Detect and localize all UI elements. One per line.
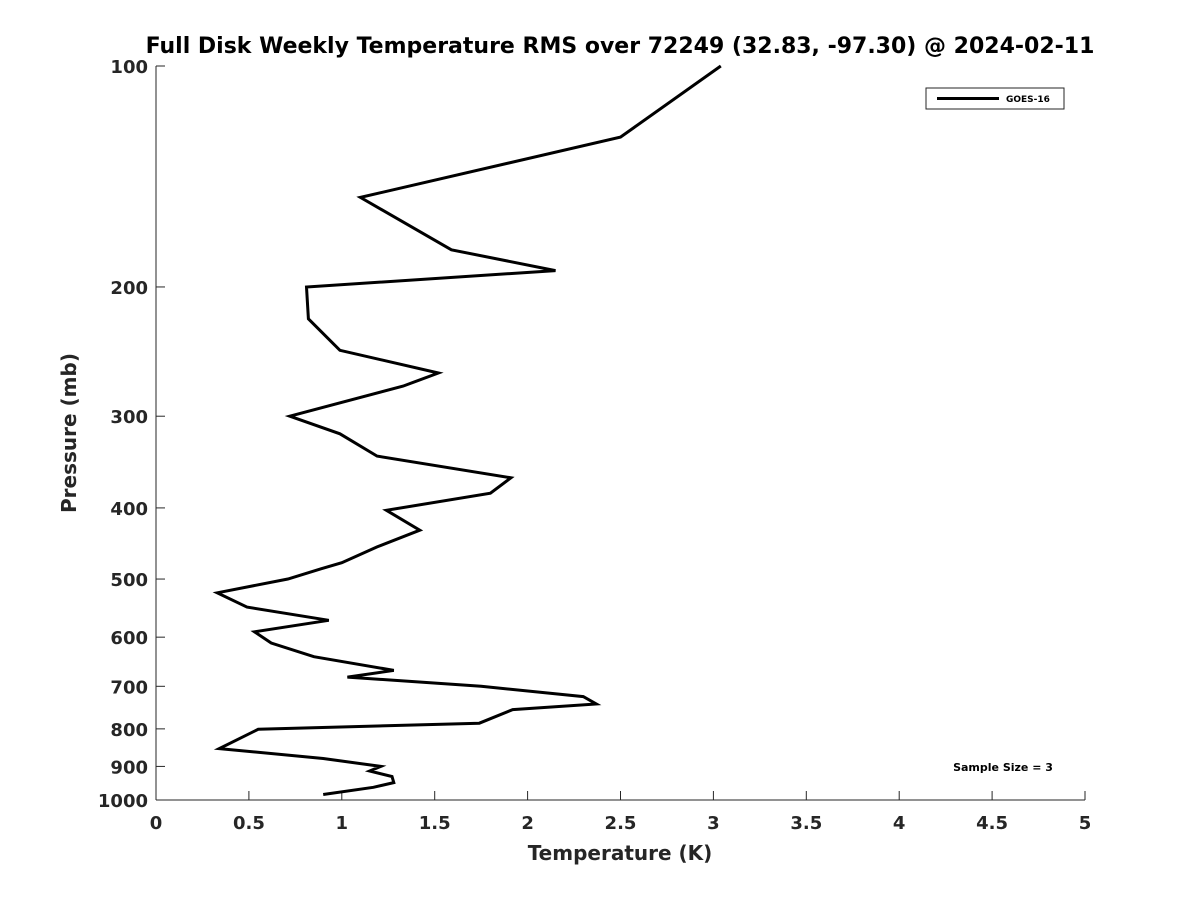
- legend-label-goes-16: GOES-16: [1006, 95, 1050, 105]
- series-line-goes-16: [212, 64, 722, 796]
- x-tick-label: 0.5: [233, 813, 265, 834]
- x-tick-label: 2.5: [605, 813, 637, 834]
- sample-size-annotation: Sample Size = 3: [953, 761, 1053, 774]
- x-tick-label: 5: [1079, 813, 1092, 834]
- y-tick-label: 1000: [98, 791, 148, 812]
- x-tick-label: 2: [521, 813, 534, 834]
- chart-title: Full Disk Weekly Temperature RMS over 72…: [146, 34, 1095, 59]
- y-axis-ticks: 100 200 300 400 500 600 700 800 900 1000: [98, 57, 165, 812]
- y-tick-label: 100: [110, 57, 148, 78]
- x-tick-label: 3: [707, 813, 720, 834]
- x-axis-ticks: 0 0.5 1 1.5 2 2.5 3 3.5 4 4.5 5: [150, 791, 1092, 834]
- x-tick-label: 1.5: [419, 813, 451, 834]
- series-layer: [212, 64, 722, 796]
- y-tick-label: 700: [110, 677, 148, 698]
- x-tick-label: 4.5: [976, 813, 1008, 834]
- y-tick-label: 400: [110, 499, 148, 520]
- plot-frame: [155, 66, 1085, 801]
- x-axis-label: Temperature (K): [528, 841, 713, 865]
- x-tick-label: 1: [336, 813, 349, 834]
- y-tick-label: 200: [110, 278, 148, 299]
- x-tick-label: 0: [150, 813, 163, 834]
- y-tick-label: 300: [110, 407, 148, 428]
- y-tick-label: 800: [110, 720, 148, 741]
- y-tick-label: 600: [110, 628, 148, 649]
- y-axis-label: Pressure (mb): [57, 353, 81, 513]
- x-tick-label: 3.5: [790, 813, 822, 834]
- x-tick-label: 4: [893, 813, 906, 834]
- y-tick-label: 500: [110, 570, 148, 591]
- legend: GOES-16: [925, 87, 1065, 110]
- y-tick-label: 900: [110, 757, 148, 778]
